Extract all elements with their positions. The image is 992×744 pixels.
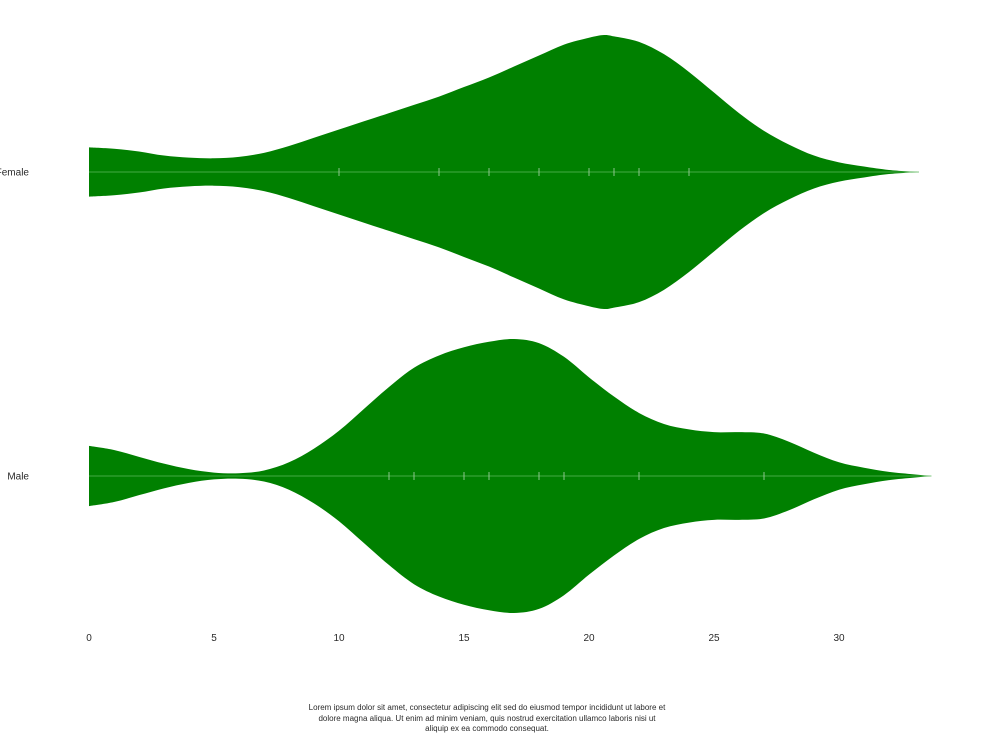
violin-female: Female [0,34,919,310]
x-tick-label: 15 [458,633,470,644]
violin-chart: Female Male 0 5 10 15 20 25 30 [0,34,932,644]
category-label: Male [7,472,29,483]
x-tick-label: 10 [333,633,345,644]
category-label: Female [0,168,29,179]
x-axis: 0 5 10 15 20 25 30 [86,633,845,644]
x-tick-label: 0 [86,633,92,644]
x-tick-label: 5 [211,633,217,644]
violin-male: Male [7,338,932,614]
chart-caption: Lorem ipsum dolor sit amet, consectetur … [308,703,666,733]
x-tick-label: 25 [708,633,720,644]
x-tick-label: 30 [833,633,845,644]
x-tick-label: 20 [583,633,595,644]
